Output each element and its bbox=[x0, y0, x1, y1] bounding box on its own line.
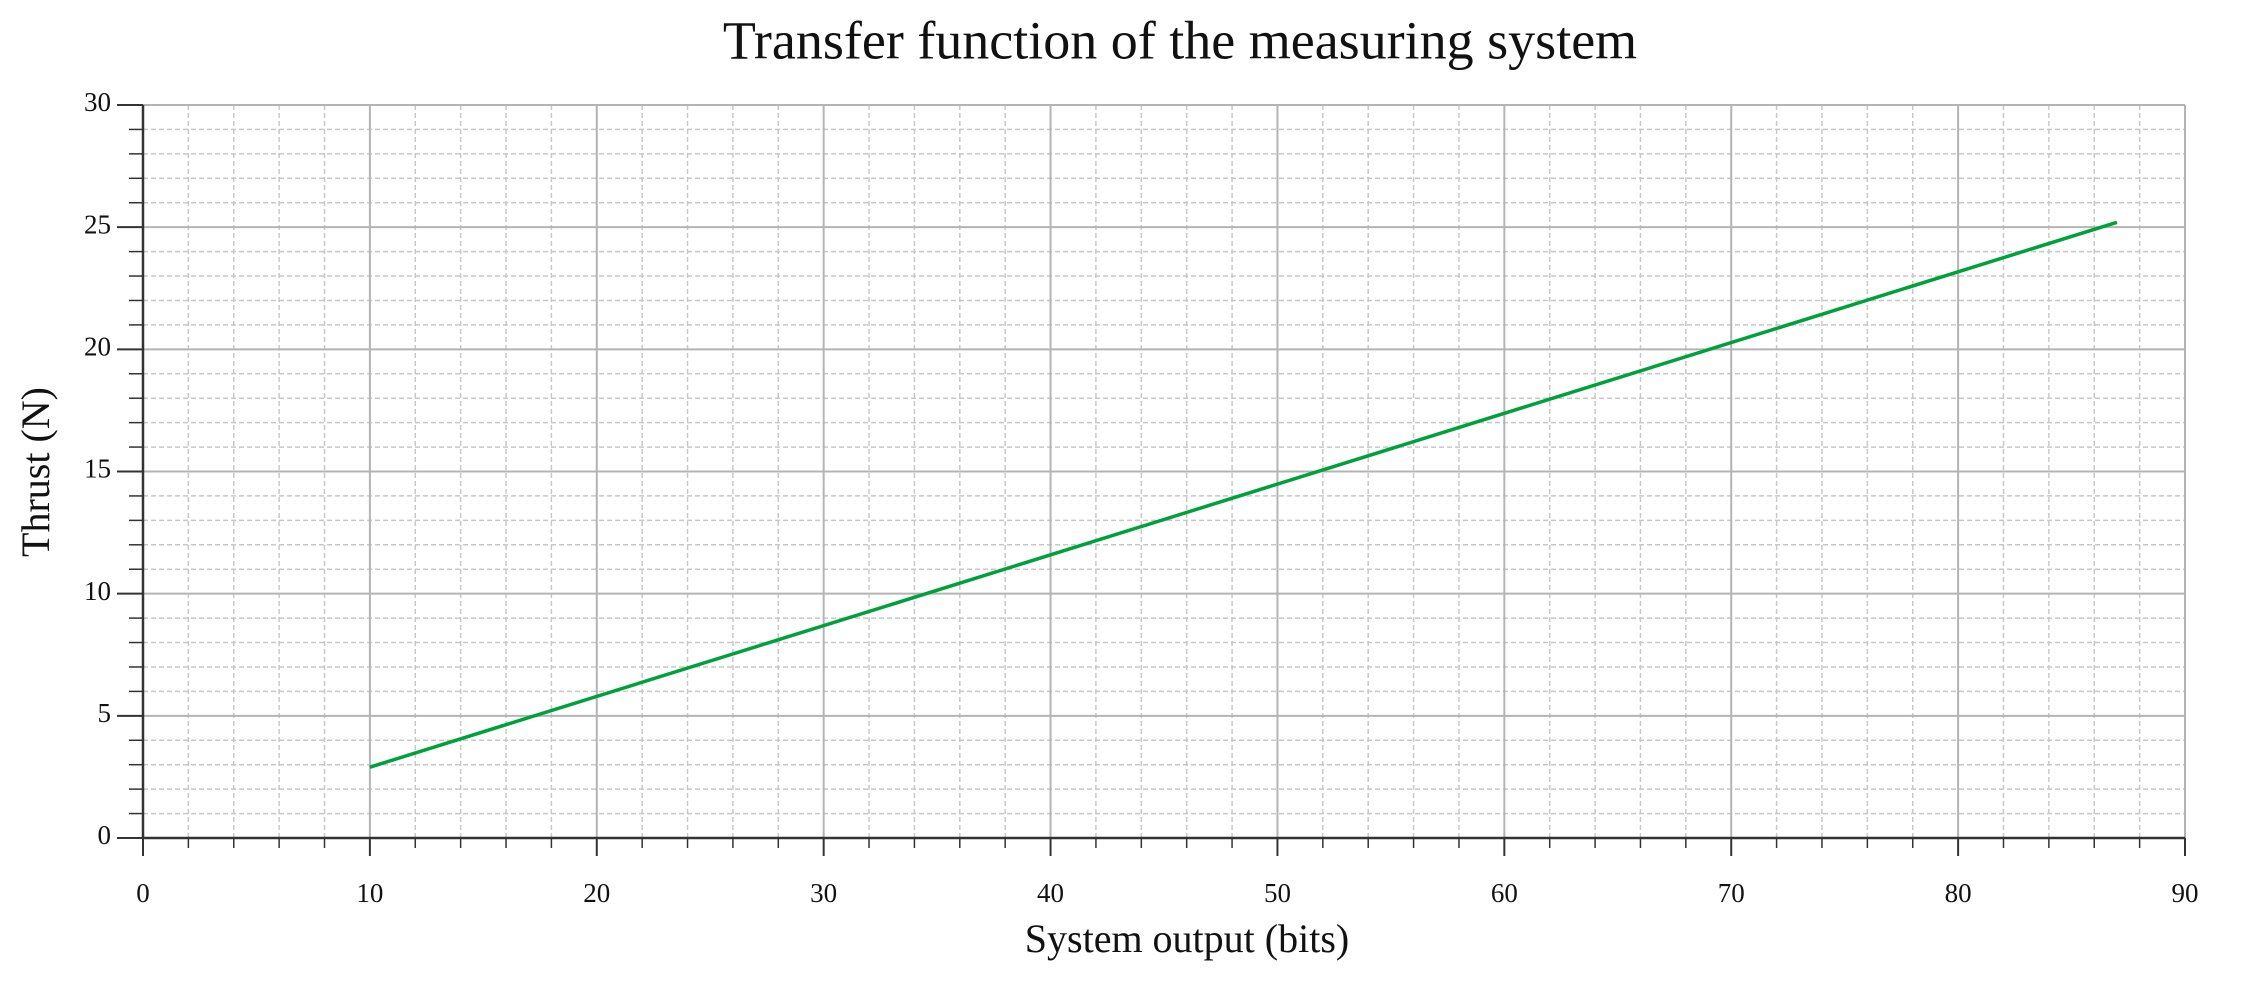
x-tick-label: 0 bbox=[136, 878, 150, 908]
x-tick-label: 10 bbox=[356, 878, 383, 908]
y-tick-label: 0 bbox=[98, 820, 112, 850]
data-line bbox=[369, 220, 2118, 769]
x-tick-label: 20 bbox=[583, 878, 610, 908]
x-tick-label: 70 bbox=[1718, 878, 1745, 908]
x-axis-label: System output (bits) bbox=[1025, 916, 1349, 961]
y-tick-label: 30 bbox=[84, 87, 111, 117]
x-tick-label: 60 bbox=[1491, 878, 1518, 908]
chart-title: Transfer function of the measuring syste… bbox=[723, 10, 1637, 70]
x-tick-label: 30 bbox=[810, 878, 837, 908]
y-tick-label: 15 bbox=[84, 454, 111, 484]
y-tick-label: 10 bbox=[84, 576, 111, 606]
x-tick-label: 80 bbox=[1945, 878, 1972, 908]
y-tick-label: 25 bbox=[84, 209, 111, 239]
x-tick-label: 40 bbox=[1037, 878, 1064, 908]
x-tick-label: 90 bbox=[2172, 878, 2199, 908]
y-tick-label: 5 bbox=[98, 698, 112, 728]
y-tick-label: 20 bbox=[84, 332, 111, 362]
x-tick-label: 50 bbox=[1264, 878, 1291, 908]
y-axis-label: Thrust (N) bbox=[13, 387, 58, 557]
